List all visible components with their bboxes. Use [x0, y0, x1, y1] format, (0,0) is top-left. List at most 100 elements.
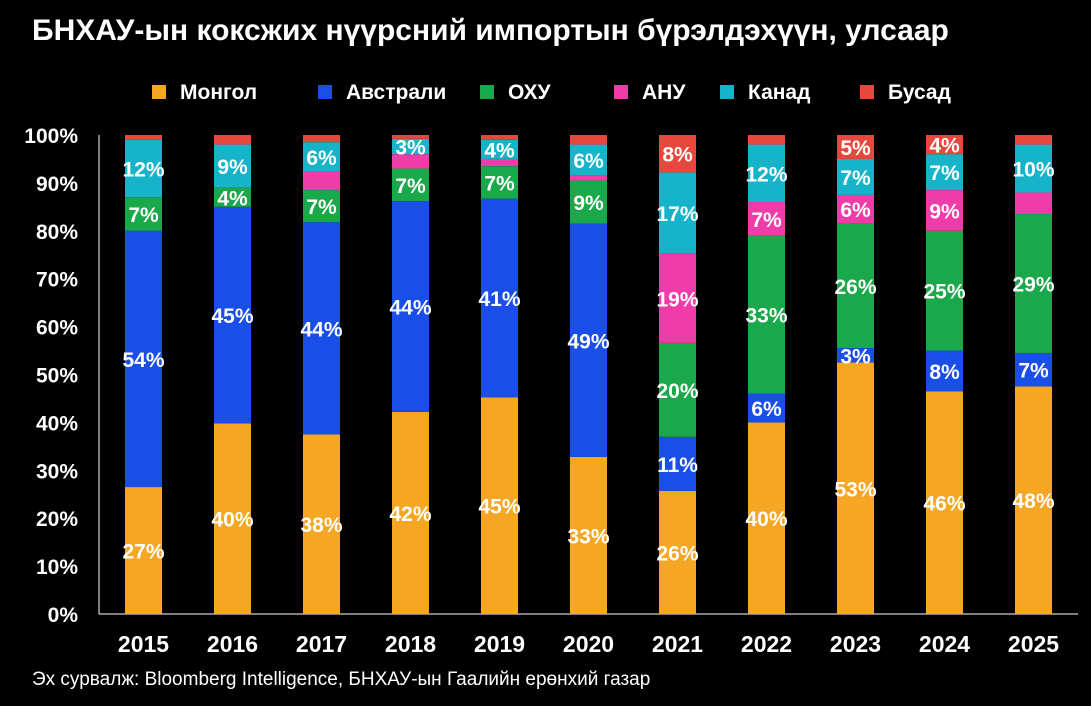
bar-segment-5-0: [125, 135, 162, 140]
bar-segment-5-2: [303, 135, 340, 143]
data-label: 4%: [217, 187, 248, 210]
bar-segment-4-10: [1015, 144, 1052, 193]
bar-segment-5-3: [392, 135, 429, 139]
data-label: 4%: [929, 135, 960, 158]
y-tick-label: 40%: [36, 412, 78, 435]
bar-segment-0-4: [481, 397, 518, 614]
bar-segment-0-7: [748, 422, 785, 614]
bar-segment-3-10: [1015, 192, 1052, 215]
bar-segment-3-9: [926, 190, 963, 231]
data-label: 7%: [484, 172, 515, 195]
data-label: 9%: [573, 192, 604, 215]
bar-segment-0-1: [214, 423, 251, 614]
bar-segment-3-7: [748, 202, 785, 236]
bar-segment-3-3: [392, 154, 429, 169]
bar-segment-1-10: [1015, 352, 1052, 387]
x-tick-label: 2017: [296, 631, 347, 657]
x-tick-label: 2021: [652, 631, 703, 657]
bar-segment-2-2: [303, 190, 340, 223]
data-label: 44%: [300, 318, 342, 341]
data-label: 6%: [306, 147, 337, 170]
data-label: 17%: [656, 203, 698, 226]
bar-segment-2-3: [392, 168, 429, 202]
data-label: 7%: [840, 167, 871, 190]
data-label: 6%: [840, 199, 871, 222]
data-label: 20%: [656, 380, 698, 403]
bar-segment-2-7: [748, 235, 785, 394]
bar-segment-3-4: [481, 158, 518, 167]
chart-title: БНХАУ-ын коксжих нүүрсний импортын бүрэл…: [32, 14, 949, 47]
data-label: 3%: [395, 136, 426, 159]
bar-segment-5-8: [837, 135, 874, 159]
x-tick-label: 2019: [474, 631, 525, 657]
bar-segment-5-5: [570, 135, 607, 145]
data-label: 27%: [122, 541, 164, 564]
legend-swatch-5: [860, 85, 874, 99]
bar-segment-0-10: [1015, 386, 1052, 614]
legend-label-2: ОХУ: [508, 81, 552, 104]
bar-segment-1-7: [748, 393, 785, 423]
data-label: 11%: [657, 454, 698, 477]
bar-segment-5-9: [926, 135, 963, 155]
data-label: 6%: [751, 398, 782, 421]
data-label: 46%: [923, 493, 965, 516]
bar-segment-5-7: [748, 135, 785, 145]
data-label: 5%: [840, 137, 871, 160]
data-label: 38%: [300, 514, 342, 537]
legend-swatch-0: [152, 85, 166, 99]
data-label: 49%: [567, 330, 609, 353]
data-label: 7%: [1018, 360, 1049, 383]
x-tick-label: 2025: [1008, 631, 1059, 657]
data-label: 19%: [656, 288, 698, 311]
bar-segment-3-2: [303, 171, 340, 191]
bar-segment-0-5: [570, 456, 607, 614]
bar-segment-4-7: [748, 144, 785, 203]
bar-segment-2-1: [214, 187, 251, 207]
data-label: 7%: [395, 175, 426, 198]
bar-segment-2-0: [125, 197, 162, 231]
data-label: 44%: [389, 296, 431, 319]
data-label: 42%: [389, 503, 431, 526]
y-tick-label: 10%: [36, 556, 78, 579]
legend-label-0: Монгол: [180, 81, 257, 104]
bar-segment-1-2: [303, 222, 340, 435]
data-label: 7%: [751, 209, 782, 232]
legend-label-4: Канад: [748, 81, 810, 104]
y-tick-label: 30%: [36, 460, 78, 483]
bar-segment-4-9: [926, 154, 963, 191]
y-tick-label: 100%: [24, 125, 78, 148]
data-label: 25%: [923, 281, 965, 304]
data-label: 4%: [484, 139, 515, 162]
bar-segment-4-0: [125, 139, 162, 198]
bar-segment-1-6: [659, 436, 696, 491]
bar-segment-4-3: [392, 138, 429, 155]
bar-segment-2-10: [1015, 214, 1052, 353]
bar-segment-2-9: [926, 230, 963, 351]
bar-segment-3-8: [837, 194, 874, 224]
x-tick-label: 2020: [563, 631, 614, 657]
bar-segment-4-4: [481, 139, 518, 159]
x-tick-label: 2016: [207, 631, 258, 657]
data-label: 48%: [1012, 490, 1054, 513]
bar-segment-4-1: [214, 144, 251, 188]
x-tick-label: 2015: [118, 631, 169, 657]
data-label: 7%: [929, 162, 960, 185]
bar-segment-5-10: [1015, 135, 1052, 145]
data-label: 6%: [573, 150, 604, 173]
bar-segment-0-0: [125, 487, 162, 614]
data-label: 8%: [929, 361, 960, 384]
bar-segment-4-5: [570, 144, 607, 176]
data-label: 54%: [122, 349, 164, 372]
legend-label-1: Австрали: [346, 81, 446, 104]
y-tick-label: 70%: [36, 269, 78, 292]
bar-segment-1-1: [214, 206, 251, 424]
bar-segment-1-9: [926, 350, 963, 392]
x-tick-label: 2024: [919, 631, 970, 657]
x-tick-label: 2018: [385, 631, 436, 657]
y-tick-label: 20%: [36, 508, 78, 531]
data-label: 12%: [745, 163, 787, 186]
data-label: 45%: [211, 305, 253, 328]
x-tick-label: 2022: [741, 631, 792, 657]
bar-segment-1-3: [392, 201, 429, 412]
